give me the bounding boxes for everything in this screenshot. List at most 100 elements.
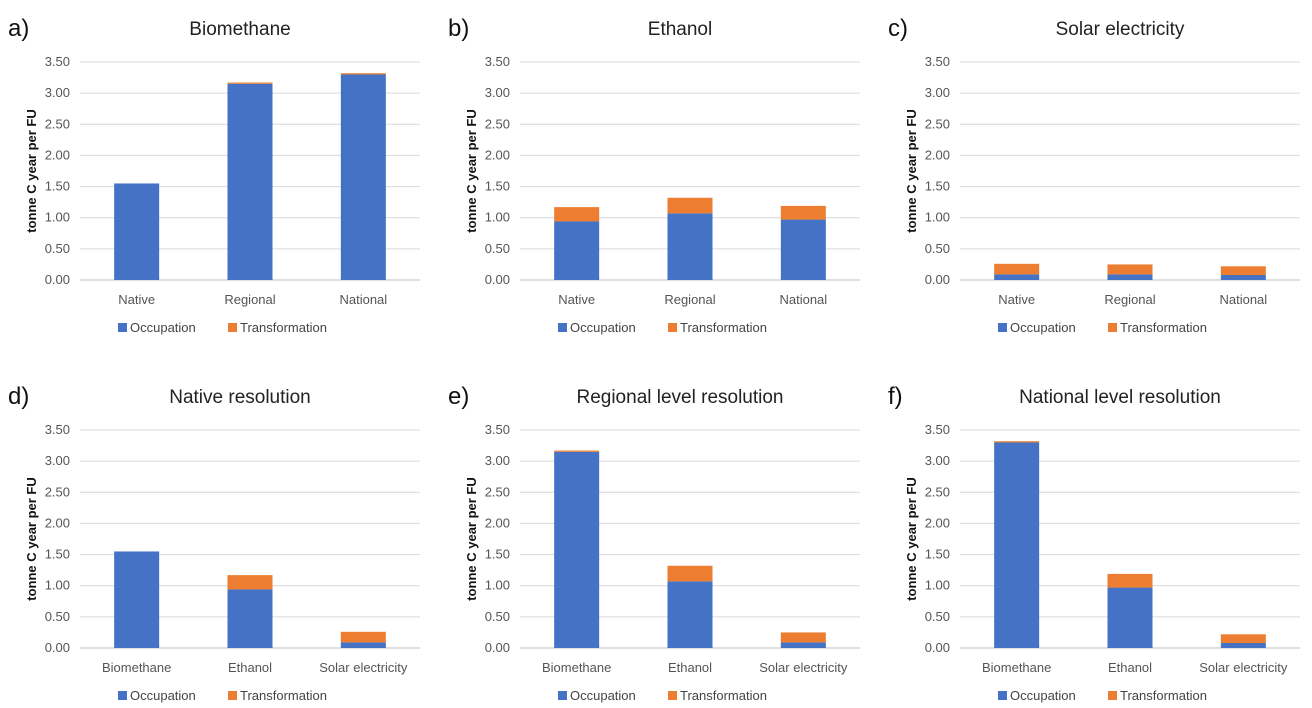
legend-label: Transformation bbox=[680, 688, 767, 703]
chart-panel: e) Regional level resolution 0.00 0.50 1.00 1… bbox=[440, 368, 870, 708]
y-tick-label: 0.50 bbox=[925, 241, 950, 256]
y-tick-label: 2.00 bbox=[45, 515, 70, 530]
y-tick-label: 0.00 bbox=[485, 640, 510, 655]
legend-label: Occupation bbox=[1010, 688, 1076, 703]
y-tick-label: 2.00 bbox=[925, 147, 950, 162]
y-tick-label: 2.00 bbox=[45, 147, 70, 162]
y-tick-label: 3.50 bbox=[45, 54, 70, 69]
y-tick-label: 0.50 bbox=[925, 609, 950, 624]
bar-occupation bbox=[1220, 275, 1266, 280]
y-tick-label: 2.00 bbox=[925, 515, 950, 530]
bar-transformation bbox=[554, 207, 600, 222]
legend-label: Occupation bbox=[570, 688, 636, 703]
y-tick-label: 0.00 bbox=[45, 272, 70, 287]
y-tick-label: 3.50 bbox=[485, 422, 510, 437]
y-tick-label: 0.00 bbox=[485, 272, 510, 287]
chart-svg: c) Solar electricity 0.00 0.50 1.00 1.50 2.00 2… bbox=[888, 15, 1300, 335]
bar-transformation bbox=[340, 73, 386, 75]
legend-label: Transformation bbox=[240, 688, 327, 703]
legend-swatch bbox=[668, 691, 677, 700]
y-axis-label: tonne C year per FU bbox=[904, 477, 919, 601]
bar-transformation bbox=[554, 450, 600, 452]
y-axis-label: tonne C year per FU bbox=[904, 109, 919, 233]
x-tick-label: Biomethane bbox=[102, 660, 171, 675]
chart-svg: b) Ethanol 0.00 0.50 1.00 1.50 2.00 2.50 3.00 3.5… bbox=[448, 15, 860, 335]
panel-label: d) bbox=[8, 383, 29, 410]
legend-swatch bbox=[1108, 691, 1117, 700]
legend-swatch bbox=[998, 323, 1007, 332]
y-tick-label: 3.00 bbox=[925, 85, 950, 100]
bar-occupation bbox=[227, 83, 273, 280]
bar-transformation bbox=[780, 632, 826, 643]
x-tick-label: Native bbox=[118, 292, 155, 307]
x-tick-label: Ethanol bbox=[228, 660, 272, 675]
bar-occupation bbox=[554, 221, 600, 280]
y-tick-label: 3.50 bbox=[925, 54, 950, 69]
bar-occupation bbox=[780, 642, 826, 648]
legend-swatch bbox=[1108, 323, 1117, 332]
y-tick-label: 2.00 bbox=[485, 147, 510, 162]
y-tick-label: 1.50 bbox=[45, 547, 70, 562]
x-tick-label: National bbox=[779, 292, 827, 307]
chart-panel: b) Ethanol 0.00 0.50 1.00 1.50 2.00 2.50 3.00 3.5… bbox=[440, 0, 870, 340]
y-tick-label: 0.00 bbox=[925, 640, 950, 655]
bar-occupation bbox=[340, 74, 386, 280]
bar-transformation bbox=[1220, 634, 1266, 644]
panel-label: b) bbox=[448, 15, 469, 42]
y-tick-label: 3.00 bbox=[45, 85, 70, 100]
y-tick-label: 3.50 bbox=[45, 422, 70, 437]
bar-occupation bbox=[1107, 274, 1153, 280]
legend-label: Transformation bbox=[1120, 320, 1207, 335]
chart-panel: a) Biomethane 0.00 0.50 1.00 1.50 2.00 2.50 3.00… bbox=[0, 0, 430, 340]
y-axis-label: tonne C year per FU bbox=[24, 109, 39, 233]
bar-occupation bbox=[667, 581, 713, 648]
y-axis-label: tonne C year per FU bbox=[464, 109, 479, 233]
bar-occupation bbox=[1220, 643, 1266, 648]
y-tick-label: 3.00 bbox=[45, 453, 70, 468]
y-tick-label: 3.50 bbox=[925, 422, 950, 437]
chart-title: National level resolution bbox=[1019, 387, 1221, 408]
y-tick-label: 3.00 bbox=[485, 453, 510, 468]
chart-panel: c) Solar electricity 0.00 0.50 1.00 1.50 2.00 2… bbox=[880, 0, 1310, 340]
bar-transformation bbox=[227, 575, 273, 590]
bar-transformation bbox=[780, 205, 826, 220]
y-axis-label: tonne C year per FU bbox=[24, 477, 39, 601]
chart-title: Ethanol bbox=[648, 19, 712, 40]
y-tick-label: 2.50 bbox=[485, 484, 510, 499]
bar-transformation bbox=[667, 565, 713, 582]
y-tick-label: 1.50 bbox=[485, 179, 510, 194]
bar-occupation bbox=[667, 213, 713, 280]
chart-svg: e) Regional level resolution 0.00 0.50 1.00 1… bbox=[448, 383, 860, 703]
y-tick-label: 0.50 bbox=[485, 241, 510, 256]
legend-swatch bbox=[558, 323, 567, 332]
x-tick-label: Solar electricity bbox=[759, 660, 848, 675]
bar-occupation bbox=[994, 274, 1040, 280]
chart-svg: d) Native resolution 0.00 0.50 1.00 1.50 2.00 2… bbox=[8, 383, 420, 703]
y-tick-label: 1.00 bbox=[925, 578, 950, 593]
bar-occupation bbox=[114, 183, 160, 280]
x-tick-label: Ethanol bbox=[668, 660, 712, 675]
y-tick-label: 3.00 bbox=[485, 85, 510, 100]
legend-swatch bbox=[118, 691, 127, 700]
legend-swatch bbox=[228, 691, 237, 700]
bar-transformation bbox=[1220, 266, 1266, 276]
chart-panel: d) Native resolution 0.00 0.50 1.00 1.50 2.00 2… bbox=[0, 368, 430, 708]
bar-occupation bbox=[994, 442, 1040, 648]
chart-title: Native resolution bbox=[169, 387, 311, 408]
bar-occupation bbox=[114, 551, 160, 648]
bar-transformation bbox=[667, 197, 713, 214]
y-tick-label: 0.00 bbox=[925, 272, 950, 287]
x-tick-label: Ethanol bbox=[1108, 660, 1152, 675]
y-tick-label: 1.00 bbox=[485, 578, 510, 593]
x-tick-label: National bbox=[1219, 292, 1267, 307]
x-tick-label: Regional bbox=[1104, 292, 1155, 307]
chart-title: Regional level resolution bbox=[576, 387, 783, 408]
y-tick-label: 0.50 bbox=[485, 609, 510, 624]
bar-transformation bbox=[227, 82, 273, 84]
x-tick-label: Biomethane bbox=[542, 660, 611, 675]
bar-occupation bbox=[1107, 587, 1153, 648]
x-tick-label: National bbox=[339, 292, 387, 307]
y-tick-label: 0.00 bbox=[45, 640, 70, 655]
legend-swatch bbox=[558, 691, 567, 700]
